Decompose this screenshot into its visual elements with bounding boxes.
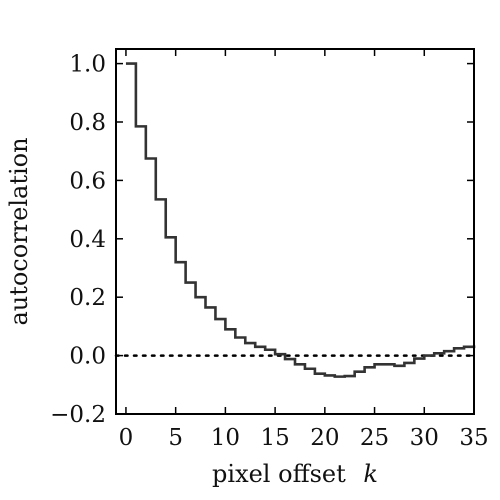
series-line-0 bbox=[125, 62, 476, 378]
x-tick-label: 0 bbox=[119, 425, 134, 451]
x-axis-title: pixel offset k bbox=[212, 460, 378, 488]
x-tick-label: 15 bbox=[260, 425, 289, 451]
x-axis-variable: k bbox=[363, 460, 378, 488]
plot-content bbox=[114, 62, 476, 378]
y-tick-label: −0.2 bbox=[50, 402, 106, 428]
x-axis-label: pixel offset bbox=[212, 460, 346, 488]
y-tick-label: 1.0 bbox=[69, 52, 106, 78]
x-axis: 0 5 10 15 20 25 30 35 bbox=[119, 49, 489, 451]
x-tick-label: 5 bbox=[168, 425, 183, 451]
x-tick-label: 35 bbox=[459, 425, 488, 451]
y-tick-label: 0.6 bbox=[69, 168, 106, 194]
x-tick-label: 20 bbox=[310, 425, 339, 451]
y-axis-title: autocorrelation bbox=[5, 137, 33, 325]
y-axis: −0.2 0.0 0.2 0.4 0.6 0.8 1.0 bbox=[50, 52, 474, 428]
y-tick-label: 0.2 bbox=[69, 285, 106, 311]
x-tick-label: 25 bbox=[360, 425, 389, 451]
y-tick-label: 0.8 bbox=[69, 110, 106, 136]
plot-frame bbox=[115, 48, 475, 415]
y-tick-label: 0.4 bbox=[69, 227, 106, 253]
x-tick-label: 10 bbox=[211, 425, 240, 451]
x-tick-label: 30 bbox=[410, 425, 439, 451]
y-tick-label: 0.0 bbox=[69, 344, 106, 370]
